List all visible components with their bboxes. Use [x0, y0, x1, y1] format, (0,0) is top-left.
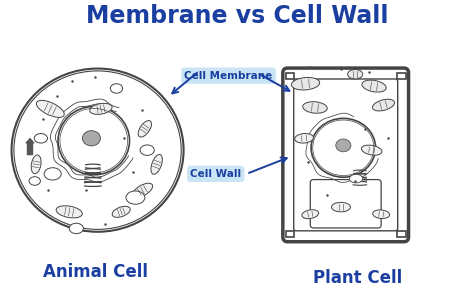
Text: Plant Cell: Plant Cell [313, 269, 402, 287]
Ellipse shape [302, 210, 319, 219]
Ellipse shape [34, 134, 47, 143]
Ellipse shape [373, 99, 394, 111]
Ellipse shape [31, 155, 41, 174]
Ellipse shape [56, 206, 82, 218]
Text: Animal Cell: Animal Cell [43, 262, 148, 281]
Ellipse shape [362, 80, 386, 92]
FancyBboxPatch shape [294, 79, 398, 231]
Text: Cell Wall: Cell Wall [190, 169, 241, 179]
Bar [397, 73, 406, 79]
Ellipse shape [151, 155, 163, 174]
Ellipse shape [90, 103, 112, 114]
Text: Cell Membrane: Cell Membrane [184, 71, 273, 81]
Ellipse shape [295, 134, 313, 143]
Ellipse shape [292, 77, 319, 90]
FancyBboxPatch shape [310, 180, 381, 228]
Ellipse shape [69, 223, 83, 234]
Ellipse shape [361, 145, 382, 155]
Ellipse shape [126, 191, 145, 204]
Ellipse shape [132, 183, 153, 198]
Ellipse shape [336, 139, 351, 152]
Ellipse shape [44, 168, 61, 180]
Text: Membrane vs Cell Wall: Membrane vs Cell Wall [86, 4, 388, 29]
Ellipse shape [110, 84, 123, 93]
Ellipse shape [138, 120, 152, 137]
Ellipse shape [29, 177, 40, 185]
Ellipse shape [373, 210, 390, 219]
Bar [286, 231, 294, 237]
Ellipse shape [58, 107, 129, 175]
Bar [286, 73, 294, 79]
Ellipse shape [303, 102, 327, 113]
Ellipse shape [311, 118, 375, 177]
Ellipse shape [36, 100, 64, 117]
Ellipse shape [14, 71, 181, 229]
Ellipse shape [331, 202, 350, 212]
Ellipse shape [140, 145, 155, 155]
Bar [397, 231, 406, 237]
Ellipse shape [82, 131, 100, 146]
FancyArrow shape [26, 138, 34, 155]
Ellipse shape [349, 174, 363, 183]
Ellipse shape [347, 70, 363, 79]
Ellipse shape [112, 206, 130, 217]
